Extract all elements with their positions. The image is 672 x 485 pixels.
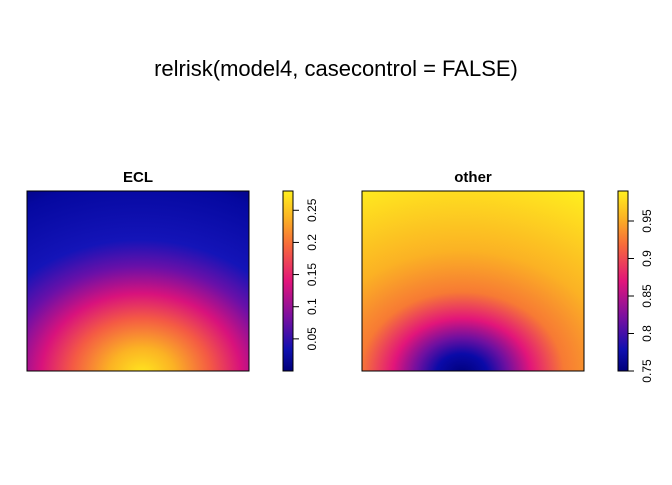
- tick-label: 0.15: [305, 263, 319, 287]
- heatmap-image: [26, 190, 250, 372]
- heatmap-image: [361, 190, 585, 372]
- tick-label: 0.85: [640, 284, 654, 308]
- tick-label: 0.8: [640, 325, 654, 342]
- panel-title: ECL: [123, 169, 153, 186]
- tick-label: 0.95: [640, 209, 654, 233]
- tick-label: 0.9: [640, 250, 654, 267]
- tick-label: 0.2: [305, 234, 319, 251]
- tick-label: 0.05: [305, 327, 319, 351]
- tick-label: 0.25: [305, 198, 319, 222]
- panel-title: other: [454, 169, 492, 186]
- figure-title: relrisk(model4, casecontrol = FALSE): [154, 56, 518, 81]
- color-bar: [617, 190, 629, 372]
- tick-label: 0.75: [640, 359, 654, 383]
- color-bar: [282, 190, 294, 372]
- tick-label: 0.1: [305, 298, 319, 315]
